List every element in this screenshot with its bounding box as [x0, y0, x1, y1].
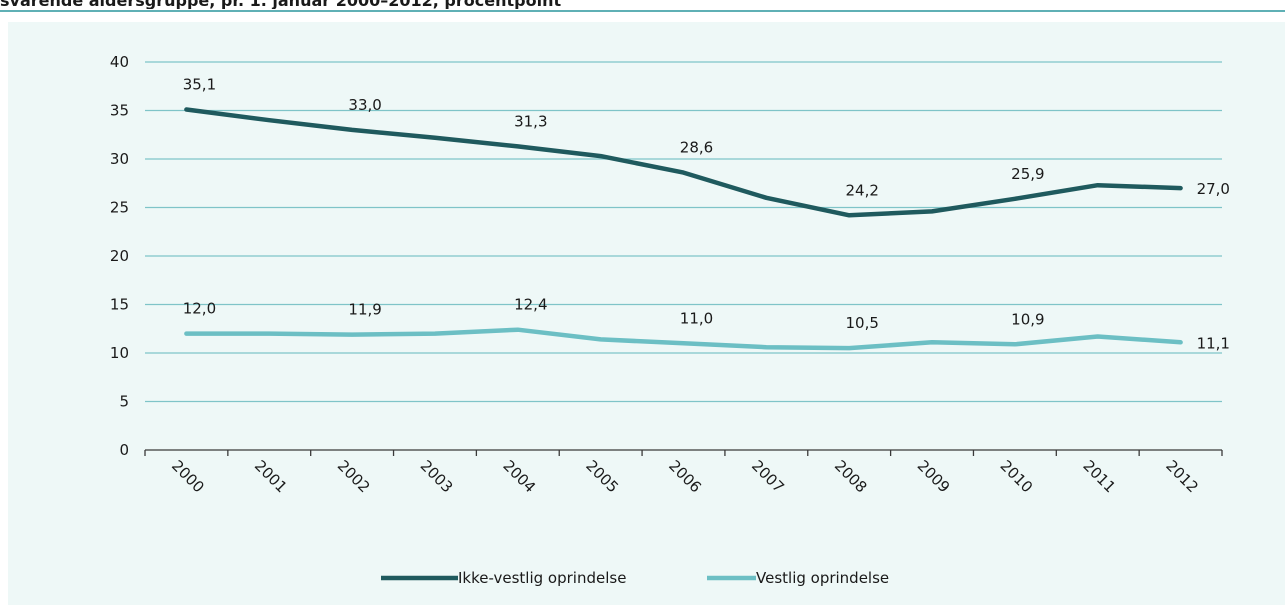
grid-lines — [145, 61, 1222, 403]
y-tick-label: 5 — [119, 393, 129, 411]
y-tick-label: 10 — [110, 344, 129, 362]
legend-label: Ikke-vestlig oprindelse — [458, 569, 626, 587]
x-tick-label: 2011 — [1079, 457, 1119, 497]
x-tick-label: 2001 — [251, 457, 291, 497]
y-tick-label: 20 — [110, 247, 129, 265]
data-label: 10,5 — [845, 314, 878, 332]
x-tick-label: 2005 — [582, 457, 622, 497]
data-label: 25,9 — [1011, 165, 1044, 183]
x-tick-label: 2006 — [665, 457, 705, 497]
data-label: 11,9 — [348, 301, 381, 319]
data-label: 11,1 — [1197, 334, 1230, 352]
series-line — [184, 327, 1183, 351]
x-tick-label: 2000 — [168, 457, 208, 497]
chart-panel — [8, 22, 1285, 605]
data-label: 35,1 — [183, 76, 216, 94]
y-tick-label: 25 — [110, 199, 129, 217]
y-tick-label: 15 — [110, 296, 129, 314]
data-label: 28,6 — [680, 139, 713, 157]
data-label: 12,4 — [514, 296, 547, 314]
series-lines — [184, 107, 1183, 351]
data-label: 24,2 — [845, 181, 878, 199]
data-labels: 35,1 33,0 31,3 28,6 24,2 25,9 27,0 12,0 11,9 12,4… — [183, 76, 1230, 353]
series-line — [184, 107, 1183, 218]
data-label: 27,0 — [1197, 180, 1230, 198]
legend: Ikke-vestlig oprindelse Vestlig oprindels… — [381, 569, 889, 587]
data-label: 12,0 — [183, 300, 216, 318]
x-tick-label: 2002 — [334, 457, 374, 497]
legend-label: Vestlig oprindelse — [756, 569, 889, 587]
x-tick-label: 2003 — [417, 457, 457, 497]
y-tick-label: 30 — [110, 150, 129, 168]
y-tick-label: 35 — [110, 102, 129, 120]
data-label: 11,0 — [680, 309, 713, 327]
data-label: 31,3 — [514, 112, 547, 130]
x-tick-label: 2004 — [499, 457, 539, 497]
page-title: svarende aldersgruppe, pr. 1. januar 200… — [0, 0, 1285, 9]
x-tick-label: 2012 — [1162, 457, 1202, 497]
title-divider — [0, 10, 1285, 12]
y-tick-label: 40 — [110, 53, 129, 71]
data-label: 10,9 — [1011, 310, 1044, 328]
x-tick-label: 2009 — [914, 457, 954, 497]
x-tick-label: 2008 — [831, 457, 871, 497]
data-label: 33,0 — [348, 96, 381, 114]
x-tick-label: 2010 — [997, 457, 1037, 497]
x-tick-label: 2007 — [748, 457, 788, 497]
y-tick-label: 0 — [119, 441, 129, 459]
